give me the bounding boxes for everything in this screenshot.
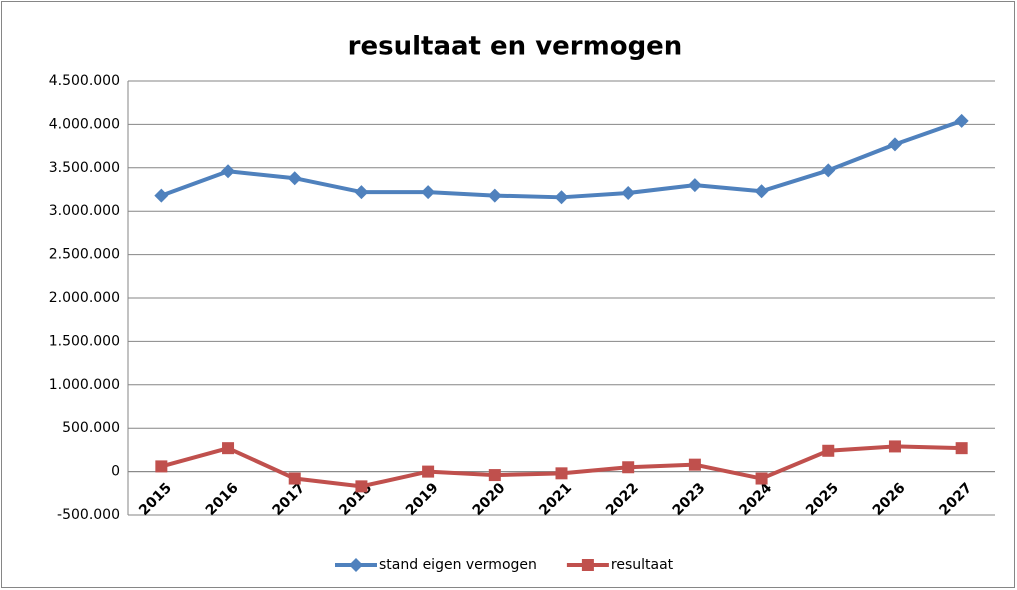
marker <box>487 188 502 203</box>
y-tick-label: 4.500.000 <box>49 73 120 89</box>
marker <box>555 467 568 480</box>
marker <box>222 442 235 455</box>
marker <box>822 444 835 457</box>
marker <box>688 458 701 471</box>
y-tick-label: 1.500.000 <box>49 333 120 349</box>
legend: stand eigen vermogen resultaat <box>335 557 674 573</box>
y-tick-label: 0 <box>111 464 120 480</box>
marker <box>888 440 901 453</box>
marker <box>954 113 969 128</box>
chart-title: resultaat en vermogen <box>348 32 683 62</box>
marker <box>622 461 635 474</box>
y-tick-label: 3.000.000 <box>49 203 120 219</box>
marker <box>887 137 902 152</box>
y-tick-label: 500.000 <box>62 420 120 436</box>
marker <box>155 460 168 473</box>
y-tick-label: 2.000.000 <box>49 290 120 306</box>
marker <box>821 163 836 178</box>
y-tick-label: 1.000.000 <box>49 377 120 393</box>
marker <box>354 185 369 200</box>
marker <box>581 559 594 571</box>
y-tick-label: -500.000 <box>57 507 120 523</box>
marker <box>154 188 169 203</box>
y-tick-label: 3.500.000 <box>49 160 120 176</box>
marker <box>955 442 968 455</box>
legend-label: resultaat <box>611 557 674 573</box>
marker <box>687 178 702 193</box>
marker <box>287 171 302 186</box>
marker <box>349 558 363 572</box>
y-tick-label: 4.000.000 <box>49 116 120 132</box>
marker <box>754 184 769 199</box>
marker <box>621 185 636 200</box>
marker <box>422 465 435 478</box>
legend-label: stand eigen vermogen <box>379 557 537 573</box>
marker <box>288 472 301 485</box>
marker <box>488 469 501 482</box>
marker <box>554 190 569 205</box>
marker <box>755 472 768 485</box>
marker <box>355 480 368 493</box>
y-tick-label: 2.500.000 <box>49 247 120 263</box>
marker <box>221 164 236 179</box>
marker <box>421 185 436 200</box>
